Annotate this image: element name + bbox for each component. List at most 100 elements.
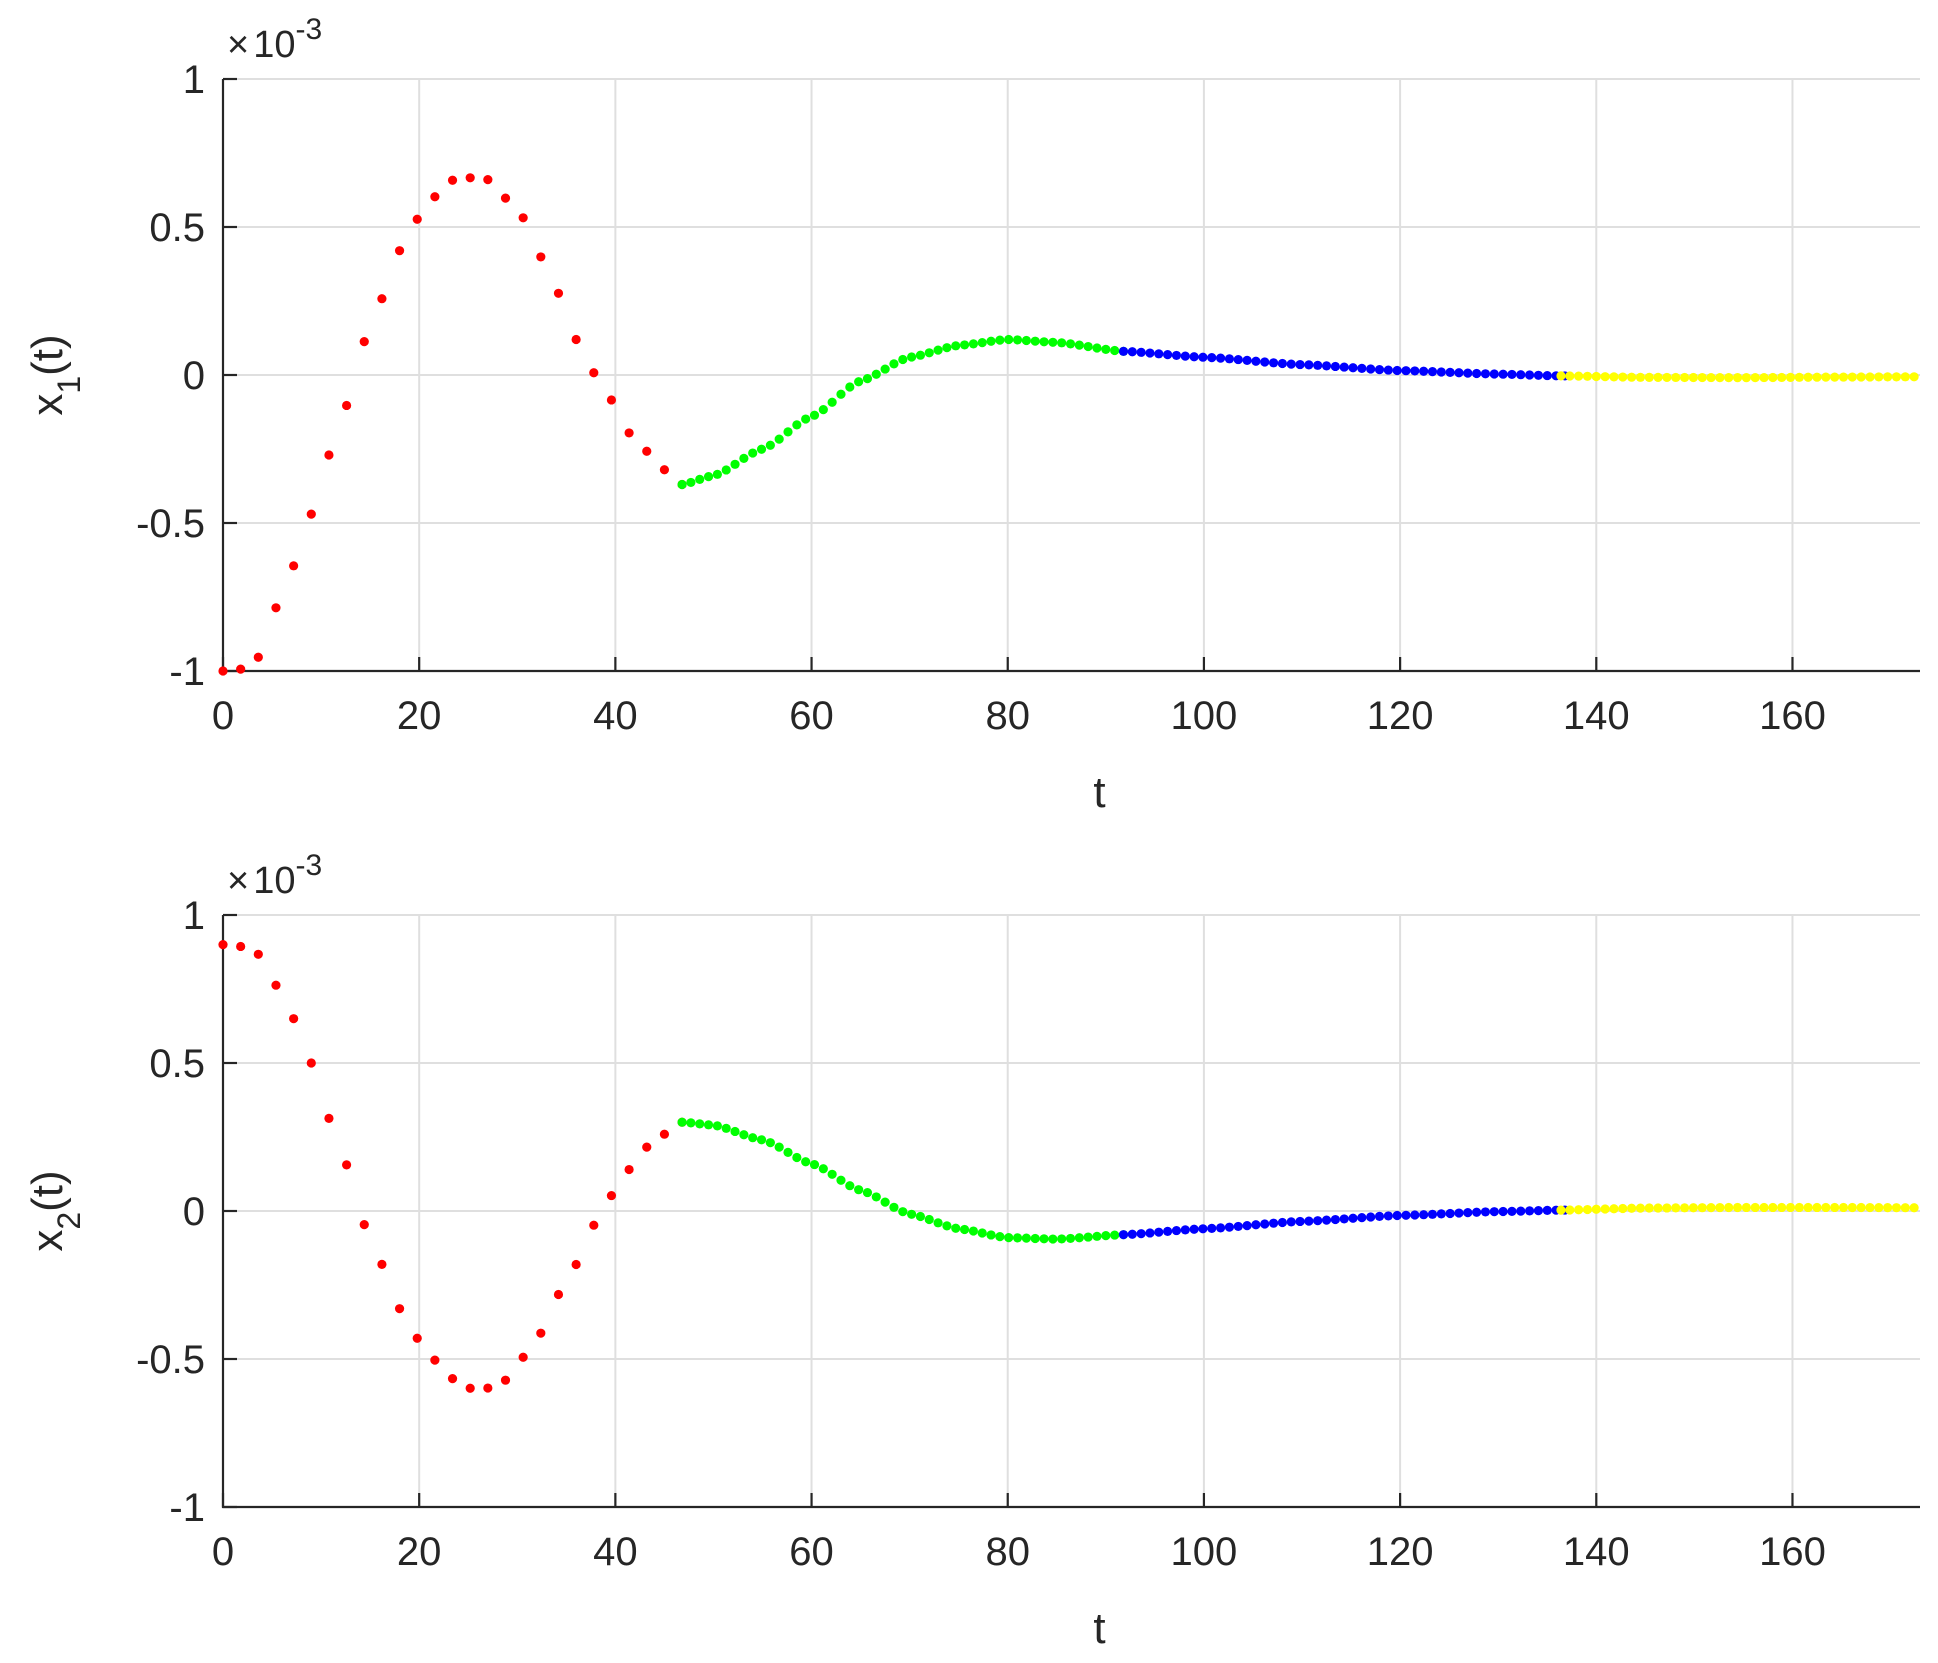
data-point — [659, 465, 670, 475]
data-point — [986, 336, 996, 346]
data-point — [1048, 337, 1058, 347]
data-point — [536, 252, 546, 262]
data-point — [500, 1375, 511, 1385]
data-point — [1900, 1203, 1910, 1213]
data-point — [739, 1130, 749, 1140]
y-axis-label: x1(t) — [23, 334, 87, 415]
data-point — [1004, 334, 1014, 345]
data-point — [1909, 372, 1919, 382]
data-point — [854, 377, 864, 387]
data-point — [677, 1117, 687, 1127]
data-point — [341, 1160, 352, 1170]
data-point — [1180, 1225, 1190, 1235]
data-point — [1812, 372, 1822, 382]
data-point — [1582, 1204, 1593, 1215]
data-point — [933, 1218, 943, 1228]
data-point — [1480, 369, 1491, 379]
data-point — [977, 1228, 987, 1238]
data-point — [1163, 1226, 1173, 1236]
data-point — [977, 337, 987, 348]
data-point — [1662, 1203, 1672, 1213]
x-tick-label: 20 — [397, 694, 442, 738]
data-point — [483, 175, 493, 185]
data-point — [721, 465, 731, 475]
data-point — [1366, 364, 1376, 374]
x-tick-label: 120 — [1367, 694, 1434, 738]
data-point — [1565, 1205, 1575, 1215]
data-point — [624, 428, 634, 438]
data-point — [1627, 1203, 1637, 1213]
data-point — [1127, 1229, 1137, 1239]
data-point — [1454, 1208, 1464, 1218]
data-point — [1198, 1224, 1208, 1234]
x-tick-label: 160 — [1759, 1530, 1826, 1574]
data-point — [792, 1152, 802, 1163]
data-point — [1697, 1203, 1707, 1213]
data-point — [1671, 1203, 1681, 1213]
data-point — [1635, 372, 1646, 382]
x-tick-label: 100 — [1171, 1530, 1238, 1574]
data-point — [1574, 1205, 1584, 1215]
data-point — [933, 345, 943, 355]
data-point — [1768, 1202, 1778, 1213]
data-point — [907, 1209, 917, 1219]
data-point — [1582, 371, 1593, 381]
data-point — [289, 561, 299, 571]
data-point — [801, 414, 811, 424]
data-point — [721, 1123, 731, 1133]
data-point — [1330, 1214, 1340, 1225]
data-point — [1216, 353, 1226, 363]
data-point — [1865, 1202, 1875, 1213]
data-point — [1357, 1212, 1367, 1223]
data-point — [1507, 1206, 1517, 1216]
y-tick-label: -0.5 — [136, 502, 205, 546]
data-point — [1635, 1203, 1646, 1213]
data-point — [1653, 1203, 1663, 1213]
data-point — [1847, 1202, 1857, 1213]
data-point — [1900, 372, 1910, 382]
data-point — [1339, 362, 1349, 372]
data-point — [942, 343, 952, 353]
data-point — [1436, 1209, 1446, 1219]
data-point — [1171, 350, 1182, 361]
data-point — [995, 1232, 1005, 1242]
data-point — [862, 374, 873, 384]
data-point — [1732, 1202, 1743, 1213]
data-point — [1874, 1202, 1884, 1213]
data-point — [1472, 1207, 1482, 1217]
data-point — [1794, 372, 1804, 382]
data-point — [1741, 373, 1751, 383]
data-point — [712, 469, 722, 479]
data-point — [1498, 1206, 1508, 1217]
data-point — [1366, 1212, 1376, 1222]
data-point — [1759, 372, 1769, 383]
data-point — [1591, 1204, 1601, 1214]
data-point — [1039, 337, 1049, 347]
data-point — [412, 214, 422, 224]
data-point — [1556, 371, 1566, 381]
data-point — [1410, 366, 1420, 376]
data-point — [827, 397, 837, 407]
data-point — [1074, 1233, 1084, 1243]
data-point — [1180, 351, 1190, 361]
data-point — [1653, 372, 1663, 382]
data-point — [1357, 363, 1367, 374]
data-point — [959, 1224, 970, 1235]
data-point — [774, 1142, 784, 1152]
data-point — [571, 1259, 581, 1270]
data-point — [1891, 1203, 1902, 1213]
data-point — [430, 1355, 440, 1365]
data-point — [1348, 1213, 1358, 1223]
data-point — [1768, 372, 1778, 383]
data-point — [606, 395, 617, 405]
data-point — [1909, 1203, 1919, 1213]
data-point — [748, 1133, 758, 1143]
data-point — [880, 1197, 890, 1207]
data-point — [1812, 1202, 1822, 1213]
data-point — [1847, 372, 1857, 382]
data-point — [1392, 365, 1402, 376]
data-point — [915, 1211, 926, 1222]
data-point — [1785, 1202, 1796, 1213]
data-point — [1759, 1202, 1769, 1213]
data-point — [915, 350, 926, 360]
